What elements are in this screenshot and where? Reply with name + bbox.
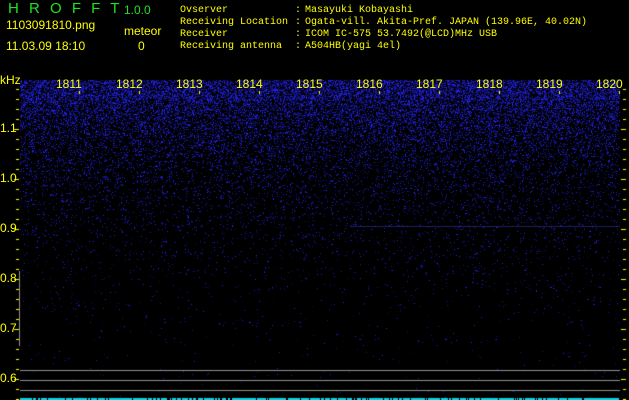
y-tick-label: 0.9 [0, 221, 17, 235]
app-title: H R O F F T [8, 0, 123, 17]
time-tick-label: 1813 [176, 77, 203, 91]
time-tick-label: 1819 [536, 77, 563, 91]
info-value: Masayuki Kobayashi [305, 5, 414, 16]
y-tick-label: 0.8 [0, 271, 17, 285]
info-separator: : [295, 17, 302, 28]
y-tick-label: 0.7 [0, 321, 17, 335]
info-separator: : [295, 5, 302, 16]
datetime: 11.03.09 18:10 [6, 39, 86, 53]
time-tick-label: 1815 [296, 77, 323, 91]
y-tick-label: 0.6 [0, 371, 17, 385]
info-label: Receiver [180, 29, 229, 40]
meteor-count: 0 [138, 39, 145, 53]
time-tick-label: 1816 [356, 77, 383, 91]
time-tick-label: 1814 [236, 77, 263, 91]
info-value: ICOM IC-575 53.7492(@LCD)MHz USB [305, 29, 498, 40]
meteor-label: meteor [124, 24, 162, 38]
filename: 1103091810.png [6, 18, 96, 32]
time-tick-label: 1820 [596, 77, 623, 91]
y-unit-label: kHz [0, 73, 21, 87]
info-label: Receiving antenna [180, 41, 283, 52]
time-tick-label: 1818 [476, 77, 503, 91]
info-separator: : [295, 29, 302, 40]
info-label: Ovserver [180, 5, 229, 16]
time-tick-label: 1811 [56, 77, 82, 91]
app-version: 1.0.0 [124, 3, 151, 17]
y-tick-label: 1.1 [0, 121, 17, 135]
y-tick-label: 1.0 [0, 171, 17, 185]
info-value: A504HB(yagi 4el) [305, 41, 402, 52]
info-separator: : [295, 41, 302, 52]
info-value: Ogata-vill. Akita-Pref. JAPAN (139.96E, … [305, 17, 588, 28]
time-tick-label: 1817 [416, 77, 443, 91]
time-tick-label: 1812 [116, 77, 143, 91]
info-label: Receiving Location [180, 17, 289, 28]
